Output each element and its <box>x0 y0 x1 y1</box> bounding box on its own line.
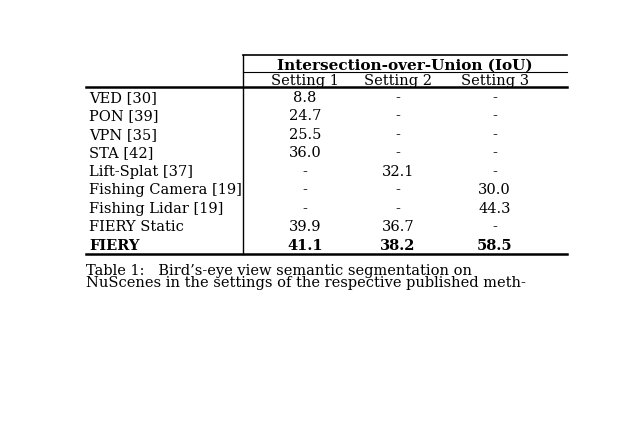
Text: 24.7: 24.7 <box>289 109 321 123</box>
Text: -: - <box>396 146 400 160</box>
Text: VED [30]: VED [30] <box>90 91 157 105</box>
Text: NuScenes in the settings of the respective published meth-: NuScenes in the settings of the respecti… <box>86 276 526 289</box>
Text: Intersection-over-Union (IoU): Intersection-over-Union (IoU) <box>277 58 532 72</box>
Text: 36.0: 36.0 <box>289 146 321 160</box>
Text: -: - <box>492 220 497 234</box>
Text: Fishing Camera [19]: Fishing Camera [19] <box>90 183 242 197</box>
Text: Setting 2: Setting 2 <box>364 74 432 88</box>
Text: -: - <box>492 91 497 105</box>
Text: -: - <box>396 128 400 141</box>
Text: Fishing Lidar [19]: Fishing Lidar [19] <box>90 201 223 215</box>
Text: -: - <box>492 146 497 160</box>
Text: -: - <box>492 109 497 123</box>
Text: 36.7: 36.7 <box>381 220 414 234</box>
Text: -: - <box>302 201 307 215</box>
Text: Setting 3: Setting 3 <box>461 74 529 88</box>
Text: -: - <box>396 201 400 215</box>
Text: 41.1: 41.1 <box>287 238 323 252</box>
Text: Table 1:   Bird’s-eye view semantic segmentation on: Table 1: Bird’s-eye view semantic segmen… <box>86 263 472 277</box>
Text: 8.8: 8.8 <box>293 91 316 105</box>
Text: Lift-Splat [37]: Lift-Splat [37] <box>90 164 193 178</box>
Text: -: - <box>492 128 497 141</box>
Text: -: - <box>396 91 400 105</box>
Text: -: - <box>396 183 400 197</box>
Text: 25.5: 25.5 <box>289 128 321 141</box>
Text: -: - <box>302 164 307 178</box>
Text: -: - <box>492 164 497 178</box>
Text: PON [39]: PON [39] <box>90 109 159 123</box>
Text: STA [42]: STA [42] <box>90 146 154 160</box>
Text: FIERY Static: FIERY Static <box>90 220 184 234</box>
Text: 58.5: 58.5 <box>477 238 513 252</box>
Text: VPN [35]: VPN [35] <box>90 128 157 141</box>
Text: 30.0: 30.0 <box>478 183 511 197</box>
Text: 38.2: 38.2 <box>380 238 415 252</box>
Text: -: - <box>302 183 307 197</box>
Text: 44.3: 44.3 <box>478 201 511 215</box>
Text: -: - <box>396 109 400 123</box>
Text: 32.1: 32.1 <box>381 164 414 178</box>
Text: Setting 1: Setting 1 <box>271 74 339 88</box>
Text: 39.9: 39.9 <box>289 220 321 234</box>
Text: FIERY: FIERY <box>90 238 140 252</box>
